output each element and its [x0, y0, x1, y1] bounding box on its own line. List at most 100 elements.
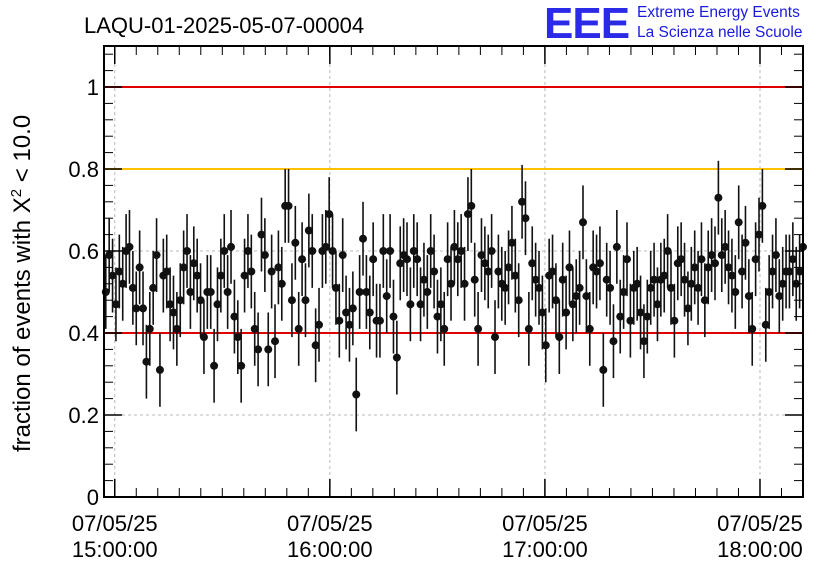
data-point — [463, 210, 472, 219]
y-tick-label: 0.2 — [68, 403, 99, 428]
data-point — [311, 341, 320, 350]
data-point — [132, 304, 141, 313]
data-point — [484, 267, 493, 276]
data-point — [704, 263, 713, 272]
data-point — [738, 267, 747, 276]
data-point — [514, 296, 523, 305]
data-point — [155, 365, 164, 374]
data-point — [223, 288, 232, 296]
data-point — [690, 263, 699, 272]
data-point — [555, 333, 564, 342]
chart-title: LAQU-01-2025-05-07-00004 — [84, 13, 365, 38]
data-point — [474, 324, 483, 333]
data-point — [342, 308, 351, 317]
data-point — [663, 247, 672, 255]
data-point — [440, 324, 449, 333]
data-point — [409, 247, 418, 255]
y-tick-label: 0.8 — [68, 157, 99, 182]
y-tick-label: 1 — [87, 75, 99, 100]
data-point — [359, 234, 368, 243]
data-point — [518, 197, 527, 206]
data-point — [768, 267, 777, 276]
data-point — [460, 279, 469, 288]
data-point — [741, 238, 750, 247]
data-point — [602, 275, 611, 284]
data-point — [267, 267, 276, 276]
data-point — [751, 255, 760, 264]
data-point — [240, 271, 249, 280]
data-point — [321, 242, 330, 251]
data-point — [426, 247, 435, 255]
data-point — [599, 365, 608, 374]
data-point — [325, 210, 334, 219]
data-point — [744, 292, 753, 301]
data-point — [595, 259, 604, 268]
data-point — [115, 267, 124, 276]
y-axis-label-sup: 2 — [8, 188, 25, 198]
data-point — [650, 275, 659, 284]
x-tick-label-date: 07/05/25 — [502, 511, 588, 536]
data-point — [220, 247, 229, 255]
data-point — [646, 283, 655, 292]
data-point — [562, 308, 571, 317]
data-point — [477, 251, 486, 260]
data-point — [761, 320, 770, 329]
data-point — [423, 288, 432, 296]
x-tick-label-time: 18:00:00 — [717, 537, 803, 562]
data-point — [257, 230, 266, 239]
data-point — [145, 324, 154, 333]
data-point — [403, 255, 412, 264]
data-point — [199, 333, 208, 342]
data-point — [166, 300, 175, 309]
data-point — [216, 271, 225, 280]
data-point — [419, 275, 428, 284]
data-point — [179, 263, 188, 272]
data-point — [616, 312, 625, 321]
data-point — [579, 218, 588, 227]
data-point — [308, 247, 317, 255]
y-tick-label: 0 — [87, 485, 99, 510]
plot-frame — [103, 45, 804, 498]
x-axis-ticks: 07/05/2515:00:0007/05/2516:00:0007/05/25… — [72, 46, 804, 562]
data-point — [558, 275, 567, 284]
x-tick-label-time: 17:00:00 — [502, 537, 588, 562]
data-point — [694, 283, 703, 292]
data-point — [755, 230, 764, 239]
data-point — [298, 255, 307, 264]
data-point — [677, 255, 686, 264]
data-point — [149, 283, 158, 292]
data-point — [528, 259, 537, 268]
data-point — [169, 308, 178, 317]
data-point — [210, 361, 219, 370]
data-point — [206, 288, 215, 296]
data-point — [335, 316, 344, 325]
data-point — [338, 251, 347, 260]
data-point — [287, 296, 296, 305]
data-point — [758, 201, 767, 210]
data-point — [697, 255, 706, 264]
data-point — [396, 259, 405, 268]
data-point — [301, 296, 310, 305]
data-point — [623, 255, 632, 264]
data-point — [717, 251, 726, 260]
data-point — [670, 316, 679, 325]
data-point — [450, 242, 459, 251]
data-point — [507, 238, 516, 247]
data-point — [254, 345, 263, 354]
x-tick-label-time: 15:00:00 — [72, 537, 158, 562]
data-point — [247, 267, 256, 276]
data-point — [227, 242, 236, 251]
data-point — [680, 275, 689, 284]
data-point — [521, 214, 530, 223]
y-axis-label: fraction of events with X2 < 10.0 — [8, 115, 37, 452]
data-point — [480, 259, 489, 268]
y-axis-label-prefix: fraction of events with X — [9, 197, 36, 452]
data-point — [392, 353, 401, 362]
logo-line-2: La Scienza nelle Scuole — [637, 24, 803, 41]
data-point — [639, 337, 648, 346]
data-point — [443, 255, 452, 264]
data-point — [619, 288, 628, 296]
x-tick-label-time: 16:00:00 — [287, 537, 373, 562]
data-point — [731, 288, 740, 296]
data-point — [135, 263, 144, 272]
